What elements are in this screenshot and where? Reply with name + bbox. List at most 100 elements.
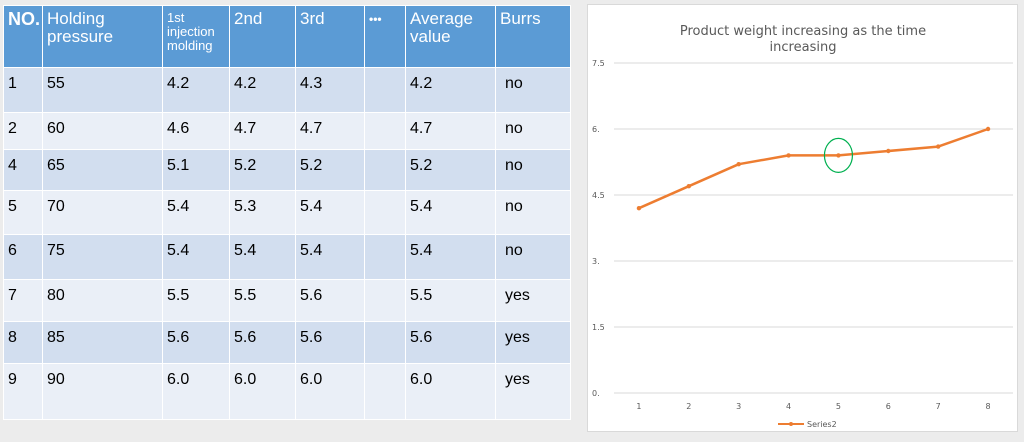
cell-burrs: no <box>495 149 571 191</box>
cell-holding-pressure: 55 <box>42 67 163 113</box>
x-tick-label: 6 <box>886 402 891 411</box>
y-tick-label: 7.5 <box>592 59 605 68</box>
weight-table-container: NO. Holding pressure 1st injection moldi… <box>3 5 571 437</box>
cell-average-value: 6.0 <box>405 363 496 420</box>
legend-marker <box>789 422 793 426</box>
y-axis-ticks: 0. 1.5 3. 4.5 6. 7.5 <box>592 59 605 398</box>
cell-1st-injection: 4.2 <box>162 67 230 113</box>
table-row: 6 75 5.4 5.4 5.4 5.4 no <box>3 234 571 280</box>
cell-burrs: no <box>495 234 571 280</box>
cell-1st-injection: 5.4 <box>162 234 230 280</box>
cell-average-value: 4.2 <box>405 67 496 113</box>
cell-1st-injection: 5.4 <box>162 190 230 235</box>
cell-2nd: 4.7 <box>229 112 296 150</box>
chart-legend: Series2 <box>778 420 837 429</box>
cell-3rd: 4.7 <box>295 112 365 150</box>
x-tick-label: 2 <box>686 402 691 411</box>
cell-3rd: 6.0 <box>295 363 365 420</box>
data-point <box>686 184 692 189</box>
data-point <box>886 148 891 154</box>
cell-2nd: 5.3 <box>229 190 296 235</box>
cell-holding-pressure: 70 <box>42 190 163 235</box>
cell-3rd: 5.4 <box>295 234 365 280</box>
weight-table: NO. Holding pressure 1st injection moldi… <box>3 5 571 420</box>
cell-no: 5 <box>3 190 43 235</box>
chart-title-line: increasing <box>770 40 837 55</box>
data-point <box>836 153 841 158</box>
header-no: NO. <box>3 5 43 68</box>
table-row: 5 70 5.4 5.3 5.4 5.4 no <box>3 190 571 235</box>
cell-average-value: 5.6 <box>405 321 496 364</box>
data-point <box>636 206 642 211</box>
y-tick-label: 4.5 <box>592 191 605 200</box>
header-holding-pressure: Holding pressure <box>42 5 163 68</box>
table-body: 1 55 4.2 4.2 4.3 4.2 no 2 60 4.6 4.7 4.7 4.7 no 4 65 5.1… <box>3 67 571 420</box>
cell-no: 7 <box>3 279 43 322</box>
cell-ellipsis <box>364 67 406 113</box>
chart-title-line: Product weight increasing as the time <box>680 24 926 39</box>
x-tick-label: 1 <box>636 402 641 411</box>
cell-burrs: yes <box>495 321 571 364</box>
cell-burrs: no <box>495 112 571 150</box>
cell-2nd: 4.2 <box>229 67 296 113</box>
y-tick-label: 3. <box>592 257 600 266</box>
chart-series <box>636 126 991 211</box>
cell-burrs: yes <box>495 279 571 322</box>
cell-ellipsis <box>364 112 406 150</box>
chart-gridlines <box>614 62 1013 394</box>
highlight-ellipse <box>823 137 854 173</box>
header-average-value: Average value <box>405 5 496 68</box>
chart-title: Product weight increasing as the timeinc… <box>680 24 926 55</box>
cell-1st-injection: 5.6 <box>162 321 230 364</box>
cell-2nd: 5.6 <box>229 321 296 364</box>
table-row: 2 60 4.6 4.7 4.7 4.7 no <box>3 112 571 150</box>
data-point <box>786 153 791 158</box>
cell-2nd: 6.0 <box>229 363 296 420</box>
data-point <box>935 144 941 149</box>
cell-1st-injection: 5.5 <box>162 279 230 322</box>
cell-no: 4 <box>3 149 43 191</box>
table-row: 8 85 5.6 5.6 5.6 5.6 yes <box>3 321 571 364</box>
x-tick-label: 8 <box>986 402 991 411</box>
series-line <box>638 127 989 210</box>
cell-holding-pressure: 75 <box>42 234 163 280</box>
cell-1st-injection: 5.1 <box>162 149 230 191</box>
y-tick-label: 1.5 <box>592 323 605 332</box>
cell-ellipsis <box>364 190 406 235</box>
cell-1st-injection: 4.6 <box>162 112 230 150</box>
cell-ellipsis <box>364 149 406 191</box>
cell-average-value: 4.7 <box>405 112 496 150</box>
cell-3rd: 5.2 <box>295 149 365 191</box>
header-ellipsis: ••• <box>364 5 406 68</box>
cell-2nd: 5.5 <box>229 279 296 322</box>
cell-2nd: 5.4 <box>229 234 296 280</box>
cell-no: 2 <box>3 112 43 150</box>
x-tick-label: 5 <box>836 402 841 411</box>
cell-holding-pressure: 80 <box>42 279 163 322</box>
cell-average-value: 5.4 <box>405 234 496 280</box>
cell-holding-pressure: 60 <box>42 112 163 150</box>
cell-average-value: 5.5 <box>405 279 496 322</box>
table-row: 7 80 5.5 5.5 5.6 5.5 yes <box>3 279 571 322</box>
chart-panel: Product weight increasing as the time inc… <box>587 4 1018 432</box>
x-tick-label: 7 <box>936 402 941 411</box>
cell-burrs: yes <box>495 363 571 420</box>
cell-holding-pressure: 85 <box>42 321 163 364</box>
cell-3rd: 4.3 <box>295 67 365 113</box>
x-tick-label: 4 <box>786 402 791 411</box>
cell-2nd: 5.2 <box>229 149 296 191</box>
cell-average-value: 5.2 <box>405 149 496 191</box>
cell-no: 1 <box>3 67 43 113</box>
header-3rd: 3rd <box>295 5 365 68</box>
data-point <box>985 126 991 132</box>
header-burrs: Burrs <box>495 5 571 68</box>
cell-1st-injection: 6.0 <box>162 363 230 420</box>
cell-burrs: no <box>495 190 571 235</box>
header-1st-injection: 1st injection molding <box>162 5 230 68</box>
legend-label: Series2 <box>807 420 837 429</box>
cell-3rd: 5.4 <box>295 190 365 235</box>
cell-3rd: 5.6 <box>295 279 365 322</box>
x-axis-ticks: 1 2 3 4 5 6 7 8 <box>636 402 990 411</box>
cell-holding-pressure: 65 <box>42 149 163 191</box>
y-tick-label: 0. <box>592 389 600 398</box>
